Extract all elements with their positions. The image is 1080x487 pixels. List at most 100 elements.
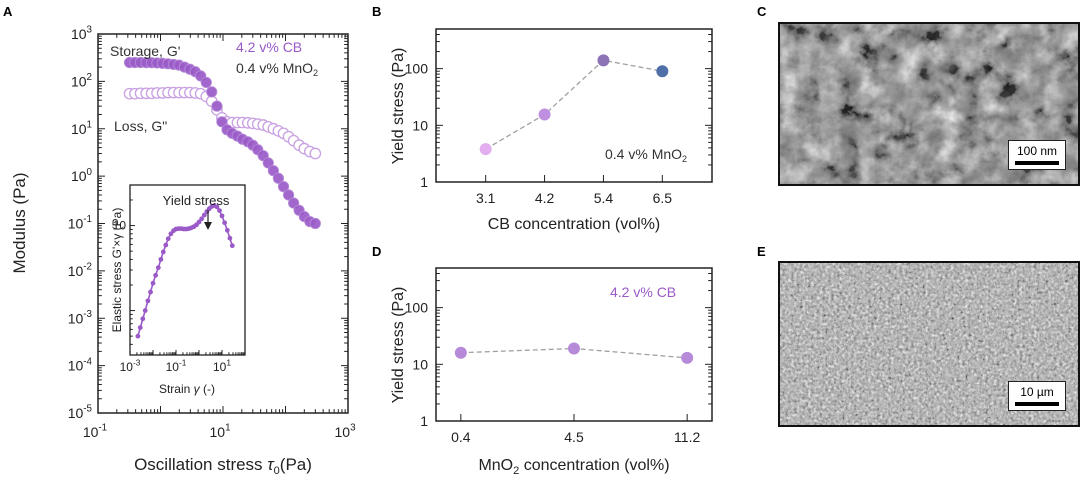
- inset-point: [150, 280, 156, 286]
- panel-a-ytick-label: 10-5: [68, 404, 93, 421]
- panel-a-ytick-label: 101: [71, 119, 92, 136]
- inset-xlabel: Strain γ (-): [159, 382, 215, 396]
- panel-d-xtick-label: 11.2: [674, 429, 700, 445]
- panel-a-ytick-label: 100: [71, 167, 93, 184]
- sem-image-e: 10 µm: [778, 261, 1080, 427]
- inset-xtick-label: 101: [213, 358, 231, 374]
- panel-b-point: [597, 54, 610, 67]
- panel-b-ytick-label: 1: [420, 174, 428, 190]
- panel-b-point: [479, 143, 492, 156]
- panel-a-xtick-label: 101: [209, 423, 230, 440]
- panel-b-point: [656, 65, 669, 78]
- storage-label: Storage, G': [110, 43, 180, 59]
- scale-bar-e-line: [1015, 402, 1059, 406]
- inset-point: [148, 289, 153, 295]
- panel-b-ytick-label: 100: [405, 61, 429, 77]
- cb-annotation: 4.2 v% CB: [236, 39, 302, 55]
- mno2-annotation-sub: 2: [313, 68, 318, 78]
- panel-b-xtick-label: 3.1: [476, 190, 496, 206]
- panel-b-ytick-label: 10: [412, 117, 428, 133]
- panel-label-c: C: [757, 4, 767, 19]
- inset-xtick-label: 10-3: [120, 358, 141, 374]
- panel-b-annotation-text: 0.4 v% MnO: [605, 146, 682, 162]
- panel-d-ytick-label: 10: [412, 356, 428, 372]
- panel-d-xtick-label: 4.5: [564, 429, 584, 445]
- panel-label-a: A: [3, 4, 13, 19]
- sem-texture-e: [780, 263, 1078, 425]
- inset-point: [137, 325, 143, 331]
- panel-b-ylabel: Yield stress (Pa): [390, 48, 407, 165]
- scale-bar-c-label: 100 nm: [1016, 144, 1058, 158]
- panel-d-yield-vs-mno2-chart: 1 10 100 0.4 4.5 11.2 Yield stress (Pa) MnO2…: [390, 267, 713, 477]
- storage-point: [211, 100, 223, 112]
- inset-frame: [129, 184, 246, 356]
- panel-b-annotation: 0.4 v% MnO2: [605, 146, 687, 164]
- panel-label-b: B: [372, 4, 381, 19]
- storage-point: [309, 217, 321, 230]
- panel-b-xlabel: CB concentration (vol%): [488, 216, 661, 233]
- mno2-annotation-text: 0.4 v% MnO: [236, 60, 313, 76]
- inset-point: [219, 213, 225, 219]
- loss-label: Loss, G": [114, 118, 167, 134]
- panel-a-xlabel-unit: (Pa): [280, 455, 312, 474]
- panel-d-point: [454, 346, 467, 359]
- inset-point: [142, 308, 148, 313]
- panel-a-ytick-label: 103: [71, 25, 93, 42]
- yield-stress-annotation: Yield stress: [163, 193, 230, 208]
- inset-point: [140, 316, 146, 322]
- scale-bar-c: 100 nm: [1008, 140, 1066, 170]
- panel-b-xtick-label: 4.2: [535, 190, 555, 206]
- panel-a-xtick-label: 103: [334, 423, 356, 440]
- storage-point: [200, 76, 212, 89]
- inset-point: [224, 227, 230, 233]
- inset-point: [160, 249, 166, 255]
- panel-a-ytick-label: 10-3: [68, 309, 93, 326]
- panel-a-ytick-label: 102: [71, 72, 92, 89]
- panel-label-e: E: [757, 244, 766, 259]
- storage-point: [206, 86, 218, 98]
- panel-a-ytick-label: 10-2: [68, 262, 92, 279]
- panel-a-ylabel: Modulus (Pa): [10, 172, 29, 273]
- storage-point: [216, 116, 228, 128]
- panel-b-frame: [435, 28, 713, 183]
- panel-d-ylabel: Yield stress (Pa): [390, 287, 407, 404]
- inset-ytick-label: 10: [113, 219, 127, 233]
- sem-image-c: 100 nm: [778, 22, 1080, 186]
- inset-point: [158, 256, 164, 262]
- panel-a-xlabel-sub: 0: [274, 465, 280, 477]
- inset-point: [214, 204, 220, 210]
- panel-d-xlabel: MnO2 concentration (vol%): [478, 457, 669, 477]
- panel-label-d: D: [372, 244, 381, 259]
- storage-point: [282, 189, 295, 201]
- mno2-annotation: 0.4 v% MnO2: [236, 60, 318, 78]
- panel-a-inset-chart: 10-3 10-1 101 10 Elastic stress G'×γ (Pa) S…: [110, 184, 246, 396]
- inset-point: [229, 243, 235, 249]
- panel-a-xtick-label: 10-1: [83, 423, 107, 440]
- panel-d-xlabel-prefix: MnO: [478, 457, 513, 474]
- storage-point: [262, 157, 274, 169]
- inset-xlabel-unit: (-): [203, 382, 215, 396]
- panel-a-ytick-label: 10-1: [68, 214, 92, 231]
- panel-d-ytick-label: 1: [420, 413, 428, 429]
- panel-a-xlabel-symbol: τ: [267, 455, 275, 474]
- storage-point: [277, 181, 290, 193]
- yield-arrow-icon: [204, 210, 212, 230]
- panel-d-point: [681, 351, 694, 364]
- inset-xtick-label: 10-1: [166, 358, 187, 374]
- scale-bar-e: 10 µm: [1008, 381, 1066, 411]
- panel-b-annotation-sub: 2: [682, 154, 687, 164]
- panel-a-xlabel: Oscillation stress τ0(Pa): [134, 455, 312, 477]
- panel-a-xlabel-text: Oscillation stress: [134, 455, 262, 474]
- scale-bar-e-label: 10 µm: [1020, 385, 1054, 399]
- inset-point: [145, 298, 151, 304]
- inset-point: [201, 212, 207, 218]
- inset-point: [163, 242, 169, 248]
- inset-xlabel-text: Strain: [159, 382, 190, 396]
- inset-point: [222, 220, 228, 226]
- panel-b-point: [538, 108, 551, 121]
- panel-b-yield-vs-cb-chart: 1 10 100 3.1 4.2 5.4 6.5 Yield stress (Pa) CB…: [390, 28, 713, 233]
- inset-point: [155, 265, 161, 271]
- panel-b-xtick-label: 5.4: [594, 190, 614, 206]
- loss-point: [309, 147, 322, 160]
